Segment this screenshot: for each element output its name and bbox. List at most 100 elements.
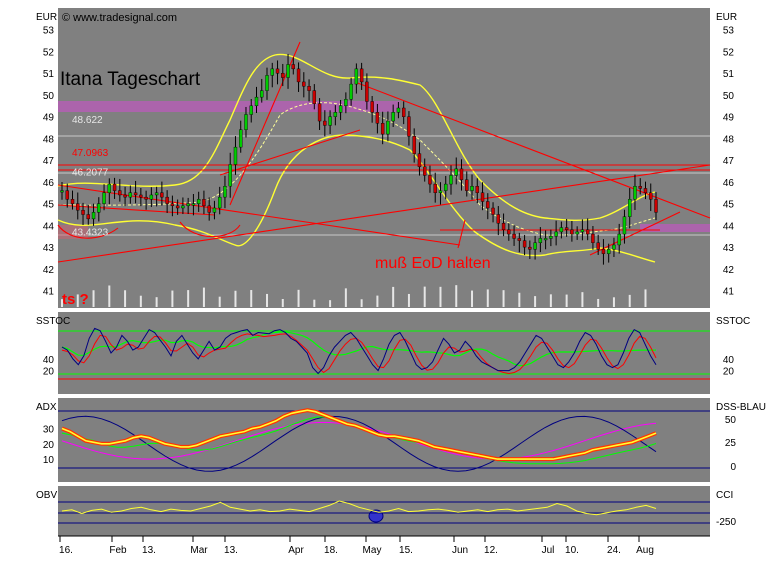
price-candle [354, 68, 359, 85]
panel-label-right: EUR [716, 12, 737, 23]
price-candle [165, 196, 169, 204]
price-candle [428, 175, 432, 185]
price-candle [275, 68, 280, 74]
panel-label-left: OBV [36, 490, 57, 501]
adx-lines [61, 408, 657, 472]
sstoc-guides [58, 330, 710, 380]
price-candle [228, 164, 232, 187]
price-candle [449, 175, 453, 185]
price-series [60, 53, 658, 265]
y-tick-right: 47 [723, 156, 735, 167]
price-candle [260, 90, 264, 98]
price-candle [102, 192, 106, 204]
volume-bar [423, 286, 426, 307]
volume-bar [329, 300, 332, 307]
price-candle [207, 205, 211, 213]
price-candle [123, 194, 127, 198]
price-candle [601, 249, 606, 254]
volume-bar [612, 297, 615, 307]
volume-bar [407, 293, 410, 307]
price-candle [375, 112, 380, 124]
y-tick-right: 40 [723, 355, 735, 366]
price-candle [223, 186, 227, 198]
y-tick-left: 51 [43, 69, 55, 80]
price-candle [522, 240, 527, 248]
x-tick-label: Apr [288, 545, 304, 556]
level-label: 46.2077 [72, 167, 109, 178]
x-tick-label: 16. [59, 545, 73, 556]
price-candle [612, 244, 616, 250]
price-candle [543, 238, 548, 241]
price-candle [617, 233, 621, 246]
volume-bar [124, 290, 127, 307]
x-axis: 16. Feb 13. Mar 13. Apr 18. May 15. Jun 12. Jul 10. 2… [58, 535, 710, 556]
price-candle [81, 209, 85, 215]
panel-label-left: SSTOC [36, 316, 70, 327]
volume-bar [171, 290, 174, 307]
y-tick-left: 53 [43, 26, 55, 37]
y-tick-left: 44 [43, 221, 55, 232]
price-candle [307, 86, 311, 91]
price-candle [70, 199, 75, 204]
price-candle [181, 205, 185, 209]
price-candle [97, 203, 101, 213]
price-candle [170, 203, 175, 207]
volume-bar [376, 295, 379, 307]
price-candle [465, 179, 469, 191]
volume-bar [534, 296, 537, 307]
price-candle [575, 231, 579, 235]
y-tick-left: 45 [43, 200, 55, 211]
volume-bar [155, 297, 158, 307]
obv-panel [58, 486, 710, 536]
price-candle [654, 199, 658, 213]
volume-bar [139, 295, 142, 307]
price-candle [454, 168, 458, 176]
price-candle [217, 196, 222, 209]
price-candle [386, 120, 390, 135]
price-candle [491, 207, 495, 215]
y-tick-left: 50 [43, 91, 55, 102]
y-tick-right: 20 [723, 367, 735, 378]
price-candle [249, 105, 253, 115]
price-candle [564, 227, 569, 230]
price-candle [380, 123, 385, 135]
y-tick-right: 44 [723, 221, 735, 232]
level-label: 48.622 [72, 115, 103, 126]
volume-bar [471, 290, 474, 307]
y-tick-right: 49 [723, 113, 735, 124]
price-candle [202, 199, 206, 207]
y-tick-right: 41 [723, 287, 735, 298]
volume-bar [392, 286, 395, 307]
price-candle [512, 233, 516, 239]
y-tick-left: 41 [43, 287, 55, 298]
price-candle [186, 203, 190, 207]
price-candle [633, 186, 637, 200]
volume-bar [439, 286, 442, 307]
y-tick-left: 10 [43, 455, 55, 466]
chart-title: Itana Tageschart [60, 69, 201, 90]
price-candle [359, 68, 364, 83]
obv-line [61, 500, 657, 516]
x-tick-label: May [363, 545, 382, 556]
price-candle [86, 214, 90, 220]
volume-bar [628, 294, 631, 307]
y-tick-right: 51 [723, 69, 735, 80]
volume-bar [549, 294, 552, 307]
price-candle [128, 192, 133, 198]
price-candle [239, 129, 243, 148]
y-tick-right: 53 [723, 26, 735, 37]
adx-highlight-line [61, 409, 657, 460]
price-candle [596, 242, 600, 250]
volume-bar [344, 288, 347, 307]
sstoc-blue-line [61, 327, 657, 375]
x-tick-label: 13. [142, 545, 156, 556]
y-tick-right: 46 [723, 178, 735, 189]
volume-bar [250, 290, 253, 307]
price-candle [501, 223, 506, 230]
annotation-hold: muß EoD halten [375, 255, 491, 272]
level-label: 43.4323 [72, 228, 109, 239]
volume-bar [313, 299, 316, 307]
volume-bar [518, 292, 521, 307]
volume-bar [76, 294, 79, 307]
volume-bar [360, 299, 363, 307]
